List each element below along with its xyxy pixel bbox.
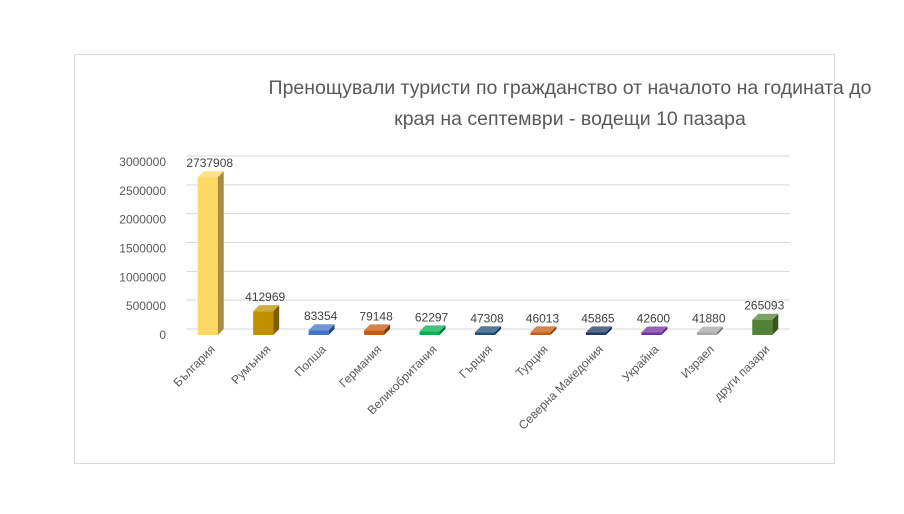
bar-top [530, 326, 557, 333]
bar-side [439, 325, 446, 335]
bar-front [419, 331, 440, 335]
bar-side [384, 324, 391, 335]
y-tick-label: 2500000 [119, 184, 166, 198]
category-label: Турция [513, 342, 551, 380]
category-label: Гърция [456, 342, 495, 381]
data-label: 41880 [692, 312, 726, 326]
bar [197, 171, 224, 335]
data-label: 47308 [470, 311, 504, 325]
bar-top [253, 305, 280, 312]
y-tick-label: 2000000 [119, 213, 166, 227]
category-label: Украйна [619, 342, 661, 384]
category-label: Румъния [228, 342, 273, 387]
data-label: 42600 [637, 312, 671, 326]
data-label: 79148 [359, 309, 393, 323]
data-label: 62297 [415, 310, 449, 324]
category-label: България [170, 342, 217, 389]
category-label: Полша [292, 342, 329, 379]
data-labels: 2737908 412969 83354 79148 62297 47308 46013 45… [186, 156, 784, 325]
y-tick-label: 0 [159, 328, 166, 342]
bar-side [605, 326, 612, 335]
bar-front [475, 332, 495, 335]
chart-title: Пренощували туристи по гражданство от на… [268, 77, 872, 130]
bar-top [696, 326, 723, 333]
bar [419, 325, 446, 335]
data-label: 412969 [245, 290, 285, 304]
bar-side [328, 324, 335, 335]
bar-front [641, 332, 662, 335]
bar [696, 326, 723, 335]
data-label: 265093 [744, 299, 784, 313]
bar [475, 326, 501, 335]
y-tick-label: 500000 [126, 299, 166, 313]
bar-side [772, 313, 779, 335]
bar-side [716, 326, 723, 335]
bar-side [550, 326, 557, 335]
bar-front [197, 177, 218, 335]
data-label: 2737908 [186, 156, 233, 170]
y-tick-label: 1000000 [119, 270, 166, 284]
category-label: други пазари [711, 342, 772, 403]
bar-front [253, 311, 274, 335]
bar [364, 324, 391, 335]
bar-top [197, 171, 224, 178]
bar-top [752, 313, 779, 320]
x-axis-categories: България Румъния Полша ГерманияВеликобритан… [170, 342, 772, 433]
bar-side [495, 326, 501, 335]
category-label: Израел [678, 342, 717, 381]
category-label: Германия [336, 342, 384, 390]
bar [585, 326, 612, 335]
y-tick-label: 1500000 [119, 242, 166, 256]
data-label: 83354 [304, 309, 338, 323]
bar-side [661, 326, 668, 335]
bar-front [364, 330, 385, 335]
gridlines [186, 155, 790, 330]
bar-front [752, 319, 773, 335]
bar-top [641, 326, 668, 333]
bars [197, 171, 779, 335]
bar-top [475, 326, 501, 333]
bar-top [419, 325, 446, 332]
bar [530, 326, 557, 335]
y-axis-ticks: 0 500000 1000000 1500000 2000000 2500000 30000… [119, 155, 166, 342]
bar [253, 305, 280, 335]
bar [308, 324, 335, 335]
bar [641, 326, 668, 335]
y-tick-label: 3000000 [119, 155, 166, 169]
bar-front [308, 330, 329, 335]
bar-top [585, 326, 612, 333]
data-label: 45865 [581, 311, 615, 325]
bar-front [530, 332, 551, 335]
bar-top [308, 324, 335, 331]
bar [752, 313, 779, 335]
bar-front [585, 332, 606, 335]
data-label: 46013 [526, 311, 560, 325]
bar-side [273, 305, 280, 335]
bar-side [217, 171, 224, 335]
bar-top [364, 324, 391, 331]
bar-front [696, 332, 717, 335]
